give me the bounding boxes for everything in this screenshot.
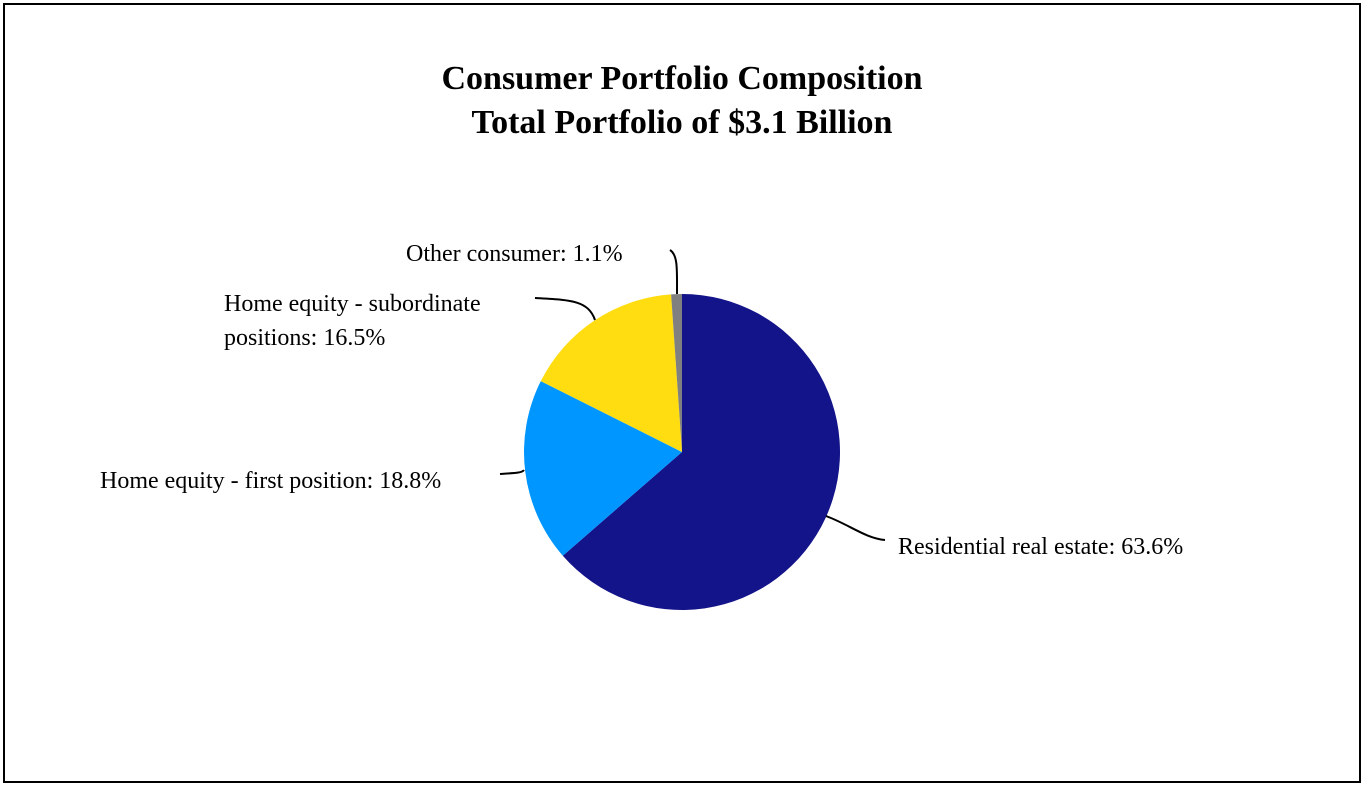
label-first-position: Home equity - first position: 18.8%: [100, 468, 441, 494]
pie-slice-home-equity-first-position: [524, 381, 682, 556]
pie-slice-residential-real-estate: [562, 294, 841, 610]
chart-title: Consumer Portfolio Composition: [441, 60, 923, 97]
chart-subtitle: Total Portfolio of $3.1 Billion: [471, 104, 893, 141]
label-other: Other consumer: 1.1%: [406, 241, 623, 267]
pie-slice-other-consumer: [671, 294, 682, 452]
leader-line-residential: [825, 515, 886, 541]
chart-frame: [3, 3, 1361, 783]
pie-slice-home-equity-subordinate-positions: [540, 294, 682, 452]
label-subordinate-line1: Home equity - subordinate: [224, 291, 481, 317]
leader-line-subordinate: [534, 297, 596, 321]
label-residential: Residential real estate: 63.6%: [898, 534, 1183, 560]
leader-line-first-position: [499, 469, 525, 475]
label-subordinate-line2: positions: 16.5%: [224, 325, 385, 351]
leader-line-other: [669, 249, 679, 295]
